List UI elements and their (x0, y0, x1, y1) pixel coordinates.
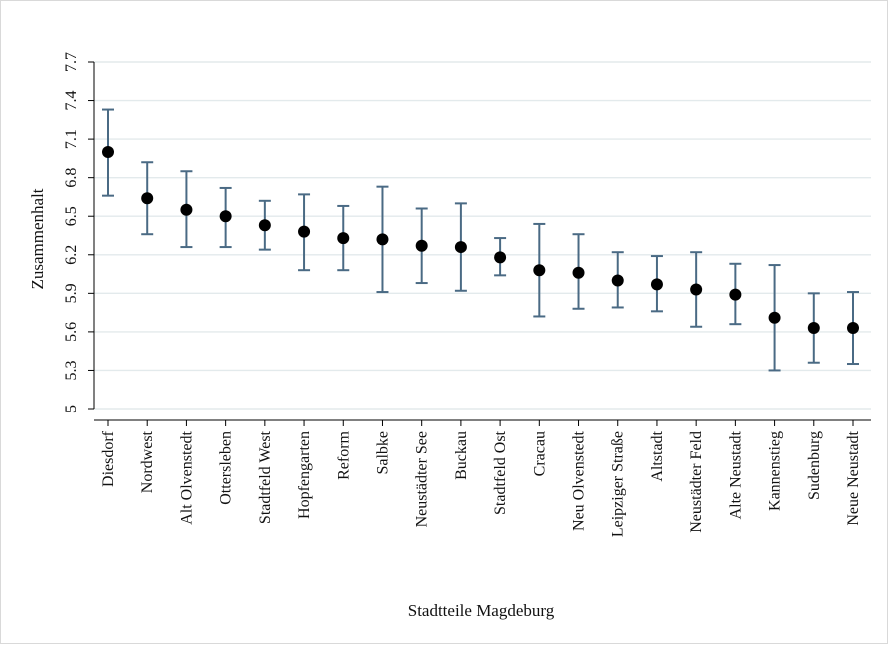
x-tick-label: Altstadt (649, 430, 666, 481)
data-point (729, 288, 742, 301)
y-tick-labels: 5 5.3 5.6 5.9 6.2 6.5 6.8 7.1 7.4 7.7 (63, 52, 80, 413)
y-tick-label: 6.5 (63, 206, 80, 226)
x-tick-label: Alte Neustadt (727, 430, 744, 519)
x-tick-label: Leipziger Straße (610, 431, 627, 537)
data-point (611, 274, 624, 287)
x-tick-label: Cracau (531, 431, 548, 476)
data-points (102, 145, 859, 335)
x-tick-label: Stadtfeld West (257, 430, 274, 524)
x-tick-label: Buckau (453, 431, 470, 480)
x-tick-label: Neustädter See (414, 431, 431, 527)
x-tick-labels: Diesdorf Nordwest Alt Olvenstedt Otterslebe… (100, 430, 862, 537)
axes (88, 61, 871, 426)
y-tick-label: 6.8 (63, 168, 80, 188)
y-tick-label: 5.6 (63, 322, 80, 342)
x-tick-label: Hopfengarten (296, 431, 313, 519)
x-tick-label: Ottersleben (218, 431, 235, 505)
x-tick-label: Stadtfeld Ost (492, 430, 509, 515)
data-point (768, 311, 781, 324)
data-point (454, 241, 467, 254)
x-tick-label: Kannenstieg (767, 431, 784, 511)
data-point (650, 278, 663, 291)
y-tick-label: 6.2 (63, 245, 80, 265)
data-point (533, 264, 546, 277)
x-tick-label: Alt Olvenstedt (178, 430, 195, 524)
x-tick-label: Sudenburg (806, 431, 823, 500)
data-point (337, 232, 350, 245)
data-point (807, 322, 820, 335)
x-tick-label: Neue Neustadt (845, 430, 862, 525)
data-point (690, 283, 703, 296)
y-tick-label: 7.1 (63, 129, 80, 149)
data-point (219, 210, 232, 223)
data-point (376, 233, 389, 246)
data-point (572, 266, 585, 279)
y-tick-label: 7.7 (63, 52, 80, 72)
x-axis-title: Stadtteile Magdeburg (408, 601, 555, 620)
x-tick-label: Neustädter Feld (688, 431, 705, 533)
data-point (102, 145, 114, 158)
grid-lines (94, 61, 871, 410)
y-tick-label: 5 (63, 405, 80, 413)
data-point (415, 239, 428, 252)
data-point (141, 192, 154, 205)
data-point (258, 219, 271, 232)
x-tick-label: Neu Olvenstedt (571, 430, 588, 531)
data-point (847, 322, 859, 335)
y-tick-label: 7.4 (63, 91, 80, 111)
data-point (298, 225, 311, 238)
x-tick-label: Nordwest (139, 430, 156, 493)
y-tick-label: 5.9 (63, 283, 80, 303)
y-tick-label: 5.3 (63, 360, 80, 380)
x-tick-label: Salbke (374, 431, 391, 475)
data-point (180, 203, 193, 216)
data-point (494, 251, 507, 264)
x-tick-label: Diesdorf (100, 430, 117, 487)
y-axis-title: Zusammenhalt (28, 188, 47, 289)
x-tick-label: Reform (335, 430, 352, 479)
